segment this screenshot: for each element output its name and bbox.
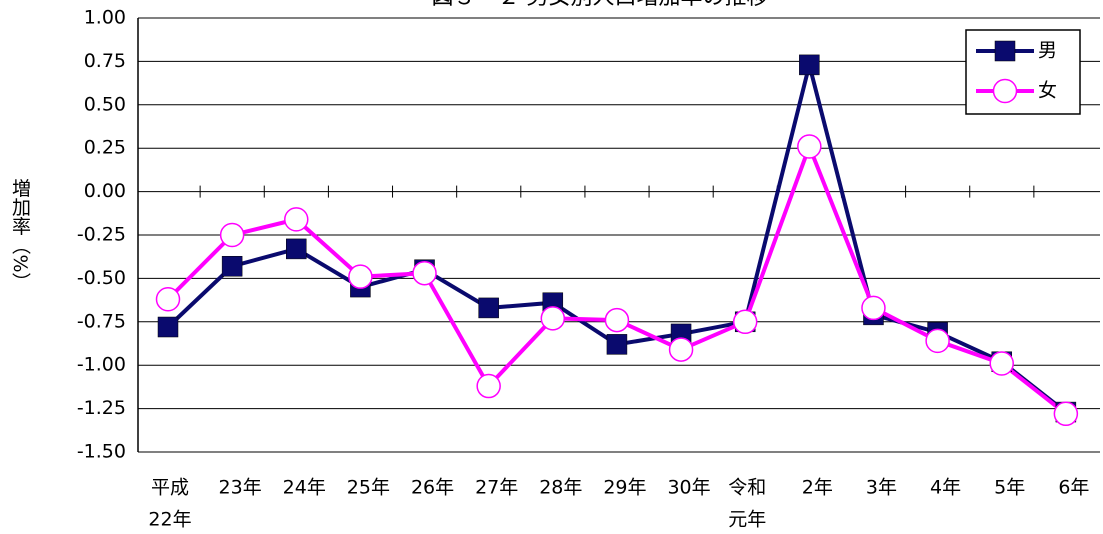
x-tick-label: 23年 xyxy=(219,477,262,499)
point xyxy=(476,373,501,399)
y-tick-label: -0.50 xyxy=(77,267,126,289)
legend-label: 男 xyxy=(1038,40,1057,62)
point xyxy=(989,351,1014,376)
point xyxy=(668,337,694,362)
x-tick-label: 令和 xyxy=(728,477,766,499)
point xyxy=(732,309,758,335)
y-tick-label: -1.00 xyxy=(77,354,126,376)
x-tick-label: 28年 xyxy=(539,477,582,499)
point xyxy=(604,307,630,333)
legend-box xyxy=(965,29,1081,115)
point xyxy=(799,54,820,76)
y-tick-label: 0.50 xyxy=(84,93,126,115)
x-tick-label: 4年 xyxy=(930,477,961,499)
legend-marker xyxy=(992,78,1018,104)
y-tick-label: -1.50 xyxy=(77,441,126,463)
y-tick-label: 1.00 xyxy=(84,7,126,29)
x-tick-label: 22年 xyxy=(148,509,191,531)
point xyxy=(221,255,243,277)
point xyxy=(155,286,181,312)
point xyxy=(284,207,309,232)
y-tick-label: -0.75 xyxy=(77,310,126,332)
point xyxy=(861,295,886,321)
point xyxy=(286,238,307,260)
point xyxy=(925,328,950,354)
point xyxy=(478,297,499,319)
point xyxy=(157,316,179,338)
y-tick-label: 0.75 xyxy=(84,50,126,72)
x-tick-label: 26年 xyxy=(411,477,454,499)
point xyxy=(540,306,566,331)
y-tick-label: -1.25 xyxy=(77,397,126,419)
point xyxy=(219,222,245,248)
chart-title: 図３－２ 男女別人口増加率の推移 xyxy=(432,0,769,10)
y-tick-label: 0.25 xyxy=(84,137,126,159)
y-tick-label: 0.00 xyxy=(84,180,126,202)
x-tick-label: 29年 xyxy=(603,477,646,499)
legend-marker xyxy=(994,40,1016,62)
x-tick-label: 5年 xyxy=(994,477,1025,499)
x-tick-label: 2年 xyxy=(802,477,833,499)
series-line xyxy=(166,64,1068,414)
point xyxy=(606,334,628,355)
x-tick-label: 24年 xyxy=(283,477,326,499)
point xyxy=(412,260,437,286)
series-line xyxy=(166,140,1068,416)
y-tick-label: -0.25 xyxy=(77,224,126,246)
x-tick-label: 平成 xyxy=(151,477,189,499)
x-tick-label: 25年 xyxy=(347,477,390,499)
legend-label: 女 xyxy=(1038,80,1057,102)
x-tick-label: 元年 xyxy=(728,509,766,531)
point xyxy=(348,264,373,289)
x-tick-label: 27年 xyxy=(475,477,518,499)
x-tick-label: 3年 xyxy=(866,477,897,499)
point xyxy=(1053,401,1079,427)
y-axis-label: 増加率（%） xyxy=(9,178,31,291)
point xyxy=(797,134,822,159)
x-tick-label: 30年 xyxy=(667,477,710,499)
x-tick-label: 6年 xyxy=(1058,477,1089,499)
